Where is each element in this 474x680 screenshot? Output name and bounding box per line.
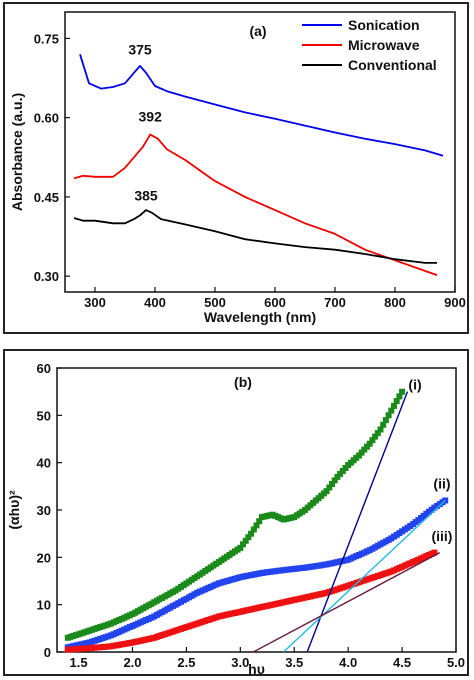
x-tick-label-a: 600	[264, 295, 286, 310]
y-axis-label-a: Absorbance (a.u.)	[9, 93, 25, 211]
x-tick-label-a: 700	[324, 295, 346, 310]
x-tick-label-a: 900	[444, 295, 466, 310]
peak-label: 375	[128, 41, 152, 57]
data-point-1	[388, 407, 395, 414]
series-line-conventional	[73, 209, 437, 264]
series-line-sonication	[79, 54, 444, 157]
y-tick-label-a: 0.30	[34, 269, 59, 284]
legend-entry: Microwave	[348, 37, 420, 53]
y-tick-label-b: 20	[37, 550, 51, 565]
x-tick-label-b: 2.0	[123, 655, 141, 670]
y-tick-label-a: 0.75	[34, 31, 59, 46]
data-point-3	[431, 549, 438, 556]
y-tick-label-a: 0.45	[34, 190, 59, 205]
data-point-1	[323, 488, 330, 495]
data-point-1	[329, 481, 335, 487]
data-point-1	[372, 433, 379, 440]
data-point-1	[377, 426, 384, 433]
x-tick-label-a: 400	[144, 295, 166, 310]
x-tick-label-a: 800	[384, 295, 406, 310]
data-point-1	[369, 437, 376, 444]
data-point-2	[442, 497, 449, 504]
data-point-1	[250, 526, 257, 533]
x-axis-label-a: Wavelength (nm)	[204, 309, 316, 325]
x-axis-label-b: hυ	[248, 661, 265, 677]
data-point-1	[380, 421, 387, 428]
panel-label-a: (a)	[249, 23, 266, 39]
data-point-1	[399, 388, 406, 395]
data-point-1	[382, 417, 389, 424]
x-tick-label-a: 300	[84, 295, 106, 310]
x-tick-label-b: 4.0	[339, 655, 357, 670]
data-point-1	[256, 518, 263, 525]
data-point-1	[331, 477, 338, 484]
peak-label: 392	[139, 108, 163, 124]
peak-label: 385	[134, 188, 158, 204]
tangent-fit-line	[252, 551, 441, 653]
data-point-1	[366, 440, 373, 447]
tangent-fit-line	[282, 500, 446, 653]
x-tick-label-b: 1.5	[70, 655, 88, 670]
data-point-1	[396, 393, 403, 400]
x-tick-label-b: 2.5	[177, 655, 195, 670]
y-tick-label-b: 10	[37, 598, 51, 613]
series-tag: (ii)	[433, 476, 450, 492]
data-point-1	[248, 530, 255, 537]
y-tick-label-b: 50	[37, 408, 51, 423]
x-tick-label-a: 500	[204, 295, 226, 310]
plot-area-a	[64, 11, 456, 293]
y-tick-label-b: 0	[44, 645, 51, 660]
x-tick-label-b: 3.0	[231, 655, 249, 670]
legend-entry: Conventional	[348, 57, 437, 73]
data-point-1	[393, 398, 400, 405]
data-point-1	[326, 484, 333, 491]
data-point-1	[242, 537, 249, 544]
data-point-1	[237, 544, 244, 551]
y-tick-label-b: 30	[37, 503, 51, 518]
data-point-1	[385, 412, 392, 419]
panel-label-b: (b)	[234, 374, 252, 390]
y-tick-label-b: 60	[37, 361, 51, 376]
series-tag: (i)	[408, 376, 421, 392]
series-tag: (iii)	[431, 528, 452, 544]
y-axis-label-b: (αhυ)²	[6, 490, 22, 530]
y-tick-label-b: 40	[37, 456, 51, 471]
x-tick-label-b: 5.0	[447, 655, 465, 670]
x-tick-label-b: 3.5	[285, 655, 303, 670]
y-tick-label-a: 0.60	[34, 111, 59, 126]
data-point-1	[240, 541, 246, 548]
legend-entry: Sonication	[348, 17, 420, 33]
data-point-1	[391, 402, 397, 409]
x-tick-label-b: 4.5	[393, 655, 411, 670]
data-point-1	[374, 430, 381, 437]
series-line-microwave	[73, 133, 438, 276]
data-point-1	[245, 534, 252, 541]
tangent-fit-line	[306, 391, 409, 653]
data-point-1	[253, 522, 260, 529]
